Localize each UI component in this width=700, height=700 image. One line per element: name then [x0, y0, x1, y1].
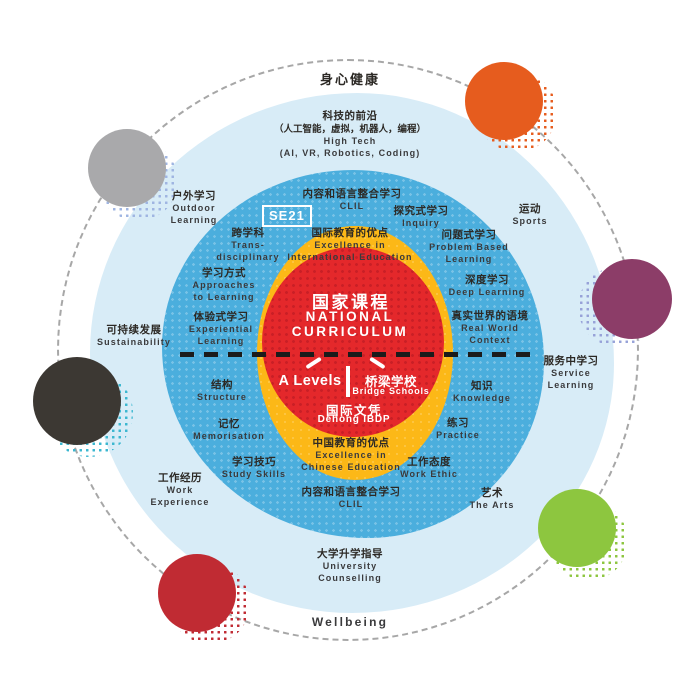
- center-title-en-line2: CURRICULUM: [291, 324, 409, 339]
- label-structure: 结构 Structure: [197, 379, 247, 402]
- label-inquiry: 探究式学习 Inquiry: [393, 205, 449, 228]
- label-trans: 跨学科 Trans-disciplinary: [216, 227, 280, 262]
- label-practice: 练习 Practice: [436, 417, 480, 440]
- ibdp-label-en: Dehong IBDP: [317, 414, 391, 425]
- label-excellence-intl: 国际教育的优点 Excellence in International Educat…: [287, 227, 413, 262]
- wellbeing-label-en: Wellbeing: [311, 615, 389, 629]
- label-excellence-chinese: 中国教育的优点 Excellence in Chinese Education: [301, 437, 401, 472]
- label-deep: 深度学习 Deep Learning: [448, 274, 526, 297]
- label-real-world: 真实世界的语境 Real World Context: [451, 310, 529, 345]
- national-curriculum-blob: [262, 247, 444, 437]
- bridge-schools-label-en: Bridge Schools: [352, 386, 430, 396]
- label-arts: 艺术 The Arts: [469, 487, 515, 510]
- center-title-en-line1: NATIONAL: [305, 309, 395, 324]
- label-sustainability: 可持续发展 Sustainability: [97, 324, 171, 347]
- label-clil-top: 内容和语言整合学习 CLIL: [302, 188, 402, 211]
- center-title-zh: 国家课程: [312, 293, 390, 312]
- label-university: 大学升学指导 University Counselling: [317, 548, 383, 583]
- pathway-divider-dashed-line: [180, 352, 533, 357]
- outer-dashed-ring: [57, 59, 639, 641]
- label-outdoor: 户外学习 Outdoor Learning: [170, 190, 218, 225]
- wellbeing-label-zh: 身心健康: [319, 72, 381, 87]
- label-work-exp: 工作经历 Work Experience: [150, 472, 210, 507]
- purple-accent-circle: [592, 259, 672, 339]
- label-experiential: 体验式学习 Experiential Learning: [188, 311, 254, 346]
- ibdp-label-zh: 国际文凭: [325, 404, 383, 418]
- black-accent-circle: [33, 357, 121, 445]
- label-memorisation: 记忆 Memorisation: [193, 418, 265, 441]
- gray-accent-circle: [88, 129, 166, 207]
- program-divider-bar: [346, 366, 350, 397]
- bridge-schools-label-zh: 桥梁学校: [364, 375, 418, 389]
- label-study-skills: 学习技巧 Study Skills: [221, 456, 287, 479]
- label-approaches: 学习方式 Approaches to Learning: [192, 267, 256, 302]
- orange-accent-circle: [465, 62, 543, 140]
- red-accent-circle: [158, 554, 236, 632]
- se21-logo: SE21: [262, 205, 312, 227]
- label-work-ethic: 工作态度 Work Ethic: [400, 456, 458, 479]
- label-pbl: 问题式学习 Problem Based Learning: [429, 229, 509, 264]
- label-knowledge: 知识 Knowledge: [453, 380, 511, 403]
- a-levels-label: A Levels: [278, 373, 342, 389]
- label-sports: 运动 Sports: [512, 203, 548, 226]
- green-accent-circle: [538, 489, 616, 567]
- label-high-tech: 科技的前沿 （人工智能，虚拟，机器人，编程） High Tech (AI, VR, R…: [273, 110, 427, 158]
- label-service: 服务中学习 Service Learning: [543, 355, 599, 390]
- label-clil-bottom: 内容和语言整合学习 CLIL: [301, 486, 401, 509]
